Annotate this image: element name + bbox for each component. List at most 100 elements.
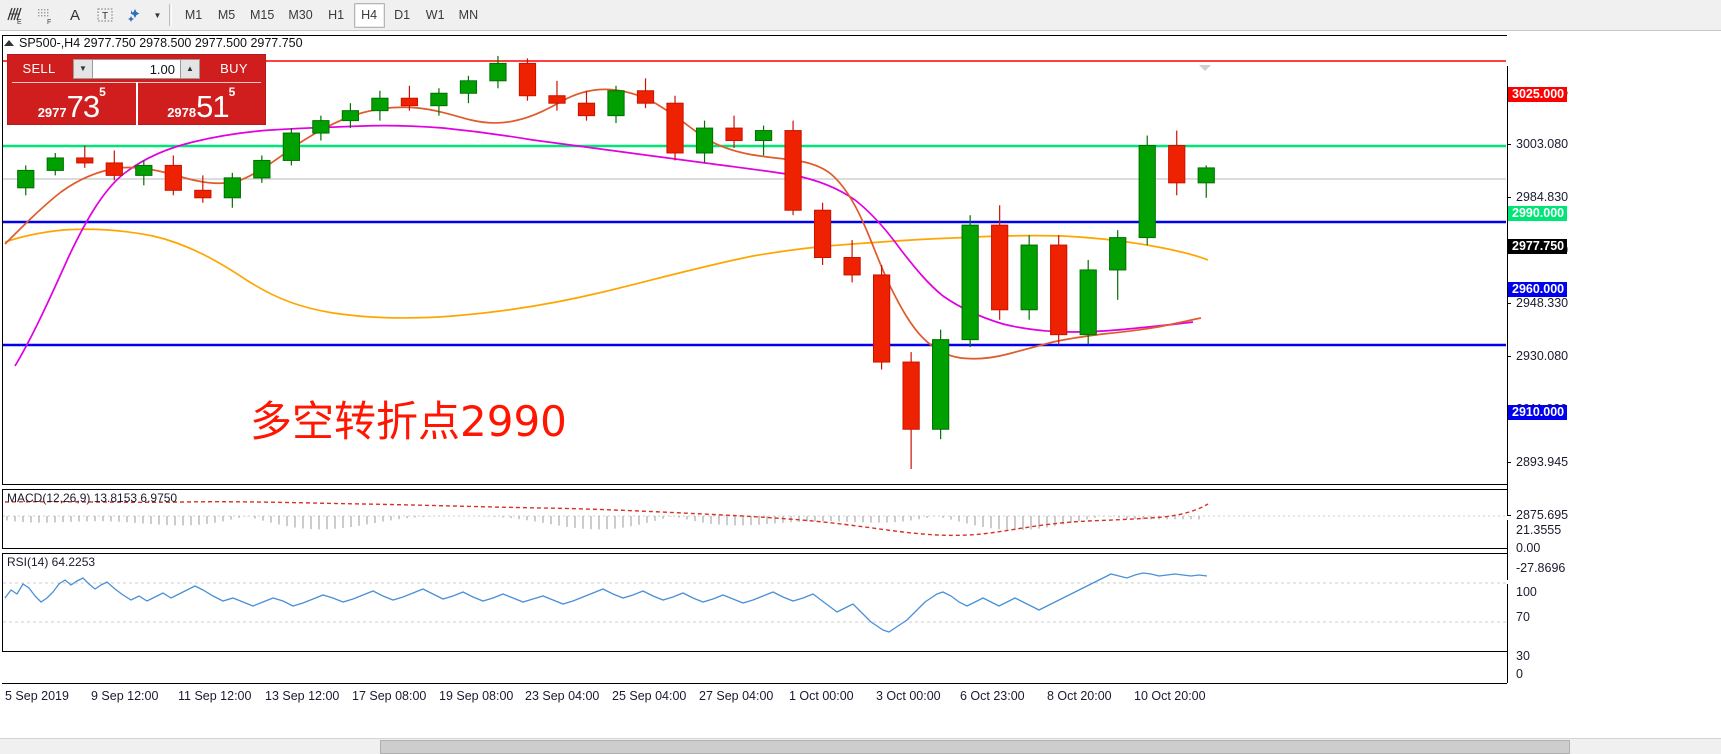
candle-body xyxy=(843,257,861,276)
volume-decrease-icon[interactable]: ▼ xyxy=(73,58,93,79)
rsi-tick: 70 xyxy=(1516,610,1530,624)
candle-body xyxy=(518,62,537,97)
price-tick: 2893.945 xyxy=(1507,456,1568,469)
volume-stepper[interactable]: ▼ 1.00 ▲ xyxy=(70,55,203,82)
candle-body xyxy=(1079,269,1097,336)
volume-increase-icon[interactable]: ▲ xyxy=(180,58,200,79)
price-tag-level-2990[interactable]: 2990.000 xyxy=(1508,206,1568,221)
sell-button-label: SELL xyxy=(22,61,56,76)
horizontal-scrollbar[interactable] xyxy=(0,738,1721,754)
sell-price-fraction: 5 xyxy=(99,85,106,99)
candle-body xyxy=(489,62,507,82)
time-tick-label: 10 Oct 20:00 xyxy=(1134,689,1206,703)
svg-text:E: E xyxy=(17,19,22,25)
time-tick-label: 13 Sep 12:00 xyxy=(265,689,340,703)
volume-input[interactable]: 1.00 xyxy=(93,58,180,79)
price-tick: 2948.330 xyxy=(1507,297,1568,310)
text-label-icon[interactable]: T xyxy=(90,1,120,30)
candle-body xyxy=(932,339,950,430)
price-tag-last-price-2977[interactable]: 2977.750 xyxy=(1508,239,1568,254)
chevron-up-icon: ▲ xyxy=(186,64,194,73)
time-tick-label: 1 Oct 00:00 xyxy=(789,689,854,703)
timeframe-m15[interactable]: M15 xyxy=(250,8,275,22)
candle-body xyxy=(459,80,478,94)
rsi-scale-axis: 100 70 30 0 xyxy=(1507,584,1721,683)
timeframe-w1[interactable]: W1 xyxy=(425,8,445,22)
candle-body xyxy=(1168,145,1186,184)
timeframe-h4[interactable]: H4 xyxy=(353,2,385,28)
candle-body xyxy=(76,157,94,164)
sell-price-display[interactable]: 2977 73 5 xyxy=(8,82,136,125)
price-chart-pane[interactable]: 多空转折点2990 xyxy=(2,35,1507,485)
macd-tick: 21.3555 xyxy=(1516,523,1562,537)
candle-body xyxy=(400,97,419,107)
candle-body xyxy=(1050,244,1068,336)
drawing-objects-icon[interactable] xyxy=(120,1,150,30)
price-scale-axis[interactable]: 3020.9653003.0802984.8302966.5802948.330… xyxy=(1507,66,1721,575)
indicators-icon[interactable]: E xyxy=(0,1,30,30)
timeframe-d1[interactable]: D1 xyxy=(394,8,411,22)
candle-body xyxy=(577,102,596,117)
buy-button-label: BUY xyxy=(220,61,248,76)
time-tick-label: 17 Sep 08:00 xyxy=(352,689,427,703)
buy-price-prefix: 2978 xyxy=(167,105,197,120)
time-scale-axis[interactable]: 5 Sep 2019 9 Sep 12:00 11 Sep 12:00 13 Sep … xyxy=(2,683,1507,709)
rsi-indicator-pane[interactable]: RSI(14) 64.2253 xyxy=(2,553,1507,652)
main-toolbar: E F A T xyxy=(0,0,1721,31)
rsi-tick: 100 xyxy=(1516,585,1537,599)
time-tick-label: 23 Sep 04:00 xyxy=(525,689,600,703)
rsi-label: RSI(14) 64.2253 xyxy=(7,555,96,569)
time-tick-label: 19 Sep 08:00 xyxy=(439,689,514,703)
timeframe-m30[interactable]: M30 xyxy=(288,8,313,22)
rsi-line xyxy=(4,572,1208,633)
sell-button[interactable]: SELL xyxy=(8,55,70,82)
candle-body xyxy=(1197,167,1215,184)
candle-body xyxy=(695,127,714,154)
svg-text:T: T xyxy=(102,11,108,22)
symbol-ohlc-text: SP500-,H4 2977.750 2978.500 2977.500 297… xyxy=(19,36,303,50)
candle-body xyxy=(872,274,891,363)
candle-body xyxy=(666,102,684,154)
symbol-info-bar: SP500-,H4 2977.750 2978.500 2977.500 297… xyxy=(4,36,303,50)
timeframe-h1[interactable]: H1 xyxy=(328,8,345,22)
candle-body xyxy=(46,157,64,171)
buy-price-display[interactable]: 2978 51 5 xyxy=(135,82,266,125)
price-tag-support-2910[interactable]: 2910.000 xyxy=(1508,405,1568,420)
candle-body xyxy=(991,224,1009,311)
buy-button[interactable]: BUY xyxy=(203,55,265,82)
price-tag-support-2960[interactable]: 2960.000 xyxy=(1508,282,1568,297)
scrollbar-thumb[interactable] xyxy=(380,740,1570,754)
sell-price-big: 73 xyxy=(66,89,100,124)
candle-body xyxy=(164,164,182,191)
candlestick-series xyxy=(3,36,1506,484)
objects-dropdown-caret-icon[interactable]: ▼ xyxy=(153,10,162,20)
timeframe-group: M1 M5 M15 M30 H1 H4 D1 W1 MN xyxy=(177,2,485,28)
candle-body xyxy=(312,120,330,134)
pane-resize-handle[interactable] xyxy=(1199,65,1213,72)
candle-body xyxy=(253,159,271,179)
candle-body xyxy=(784,130,802,211)
collapse-triangle-icon[interactable] xyxy=(4,40,14,46)
timeframe-mn[interactable]: MN xyxy=(458,8,479,22)
candle-body xyxy=(754,130,773,142)
timeframe-m1[interactable]: M1 xyxy=(184,8,203,22)
candle-body xyxy=(371,97,389,112)
buy-price-big: 51 xyxy=(196,89,229,124)
candle-body xyxy=(105,162,123,176)
candle-body xyxy=(135,164,153,176)
price-tag-resistance-3025[interactable]: 3025.000 xyxy=(1508,87,1568,102)
timeframe-m5[interactable]: M5 xyxy=(217,8,236,22)
price-tick: 2875.695 xyxy=(1507,509,1568,522)
trade-panel-prices: 2977 73 5 2978 51 5 xyxy=(8,82,265,125)
macd-tick: 0.00 xyxy=(1516,541,1541,555)
time-tick-label: 9 Sep 12:00 xyxy=(91,689,159,703)
candle-body xyxy=(17,169,35,189)
rsi-canvas xyxy=(3,572,1506,633)
macd-indicator-pane[interactable]: MACD(12,26,9) 13.8153 6.9750 xyxy=(2,489,1507,549)
one-click-trading-panel[interactable]: SELL ▼ 1.00 ▲ BUY 2977 73 5 xyxy=(7,54,266,125)
trade-panel-top-row: SELL ▼ 1.00 ▲ BUY xyxy=(8,55,265,82)
macd-scale-axis: 21.3555 0.00 -27.8696 xyxy=(1507,520,1721,580)
text-tool-icon[interactable]: A xyxy=(69,6,80,24)
auto-scroll-icon[interactable]: F xyxy=(30,1,60,30)
time-tick-label: 5 Sep 2019 xyxy=(5,689,69,703)
